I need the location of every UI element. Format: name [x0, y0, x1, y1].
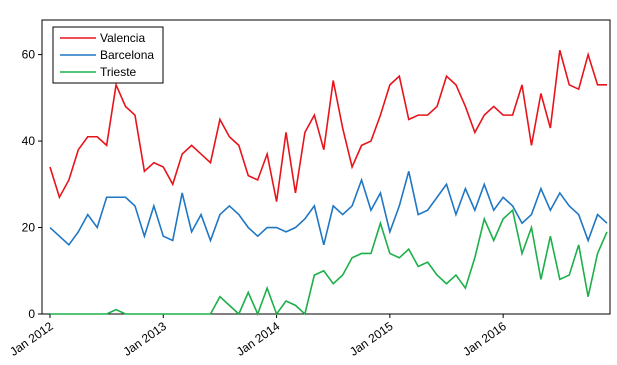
series-line-barcelona — [49, 171, 608, 247]
plot-frame — [41, 19, 611, 315]
series-line-trieste — [50, 208, 608, 317]
legend-label-barcelona: Barcelona — [100, 48, 154, 62]
legend-label-trieste: Trieste — [100, 65, 137, 79]
x-axis: Jan 2012 Jan 2013 Jan 2014 Jan 2015 Jan 2016 — [7, 314, 509, 359]
x-tick-label: Jan 2014 — [234, 319, 283, 359]
series-lines — [49, 50, 608, 317]
x-tick-label: Jan 2012 — [7, 319, 56, 359]
x-tick-label: Jan 2016 — [460, 319, 509, 359]
y-tick-label: 0 — [28, 307, 35, 321]
series-line-valencia — [49, 50, 607, 202]
x-tick-label: Jan 2013 — [121, 319, 170, 359]
y-axis: 0 20 40 60 — [22, 48, 42, 321]
y-tick-label: 60 — [22, 48, 36, 62]
y-tick-label: 20 — [22, 221, 36, 235]
x-tick-label: Jan 2015 — [347, 319, 396, 359]
legend-label-valencia: Valencia — [100, 31, 145, 45]
legend: Valencia Barcelona Trieste — [52, 26, 164, 84]
y-tick-label: 40 — [22, 134, 36, 148]
